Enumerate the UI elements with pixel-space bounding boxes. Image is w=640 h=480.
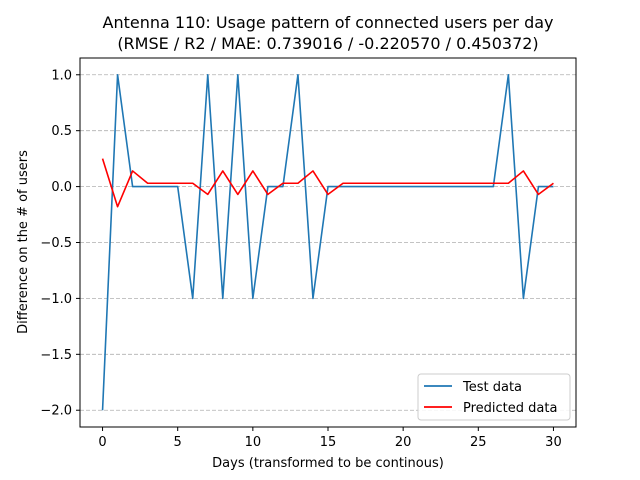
legend-box [417, 373, 571, 421]
y-tick-label: 1.0 [51, 68, 72, 83]
x-tick-label: 0 [98, 435, 106, 450]
y-axis: 1.0 0.5 0.0 −0.5 −1.0 −1.5 −2.0 [40, 68, 80, 419]
x-tick-label: 20 [395, 435, 412, 450]
legend-label-predicted-data: Predicted data [463, 401, 557, 416]
y-axis-label: Difference on the # of users [16, 150, 31, 334]
y-tick-label: −1.0 [40, 292, 72, 307]
y-tick-label: −1.5 [40, 348, 72, 363]
legend-label-test-data: Test data [462, 380, 522, 395]
x-tick-label: 5 [174, 435, 182, 450]
x-axis: 0 5 10 15 20 25 30 [98, 427, 562, 450]
x-axis-label: Days (transformed to be continous) [212, 456, 444, 471]
series-line-predicted-data [101, 158, 554, 208]
series-line-test-data [101, 73, 554, 411]
x-tick-label: 25 [470, 435, 487, 450]
y-tick-label: −0.5 [40, 236, 72, 251]
legend: Test data Predicted data [417, 373, 571, 421]
y-tick-label: 0.0 [51, 180, 72, 195]
x-tick-label: 30 [545, 435, 562, 450]
chart-subtitle: (RMSE / R2 / MAE: 0.739016 / -0.220570 /… [117, 34, 538, 53]
x-tick-label: 15 [320, 435, 337, 450]
chart-title: Antenna 110: Usage pattern of connected … [103, 13, 554, 32]
x-tick-label: 10 [245, 435, 262, 450]
series-lines [101, 73, 554, 411]
y-tick-label: 0.5 [51, 124, 72, 139]
y-tick-label: −2.0 [40, 404, 72, 419]
